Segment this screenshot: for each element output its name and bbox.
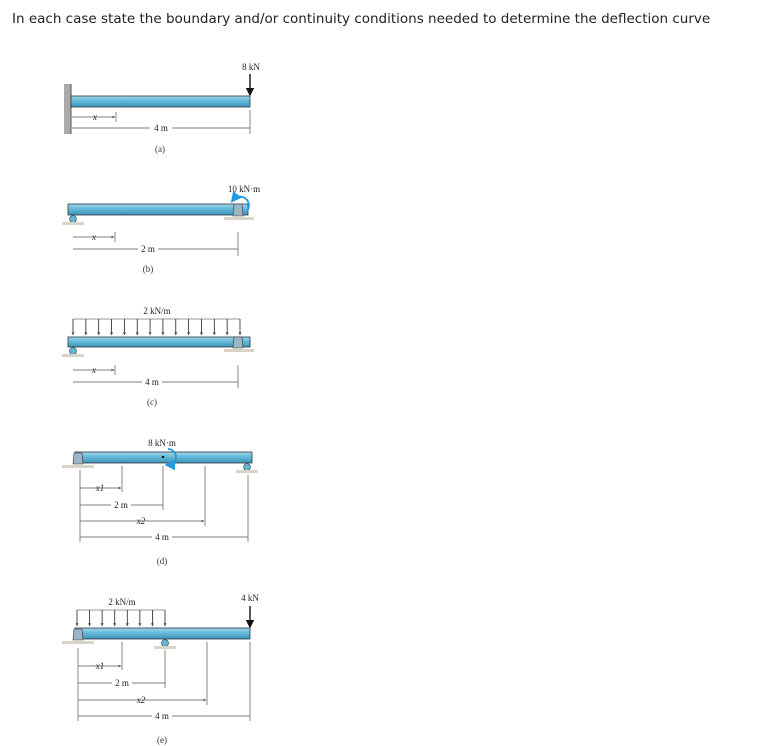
moment-arrow-icon: [164, 448, 177, 471]
dim-label: x1: [95, 483, 105, 493]
dim-label: x: [92, 112, 97, 122]
roller-support: [69, 347, 77, 355]
load-label: 10 kN·m: [228, 184, 260, 194]
beam: [67, 203, 249, 216]
distributed-load-arrows: [75, 610, 167, 627]
pin-support: [232, 203, 244, 217]
dim-label: 2 m: [141, 244, 155, 254]
figure-caption: (d): [157, 556, 168, 566]
beam: [67, 336, 251, 348]
dim-label: x: [91, 365, 96, 375]
figure-caption: (e): [157, 735, 167, 745]
load-label: 8 kN·m: [148, 438, 176, 448]
pin-support: [72, 628, 84, 641]
figure-d: 8 kN·m x1 2 m x2 4 m (d): [62, 438, 258, 566]
figure-a: 8 kN x 4 m (a): [64, 62, 260, 154]
question-text: In each case state the boundary and/or c…: [12, 11, 711, 27]
load-label: 2 kN/m: [108, 597, 135, 607]
load-label: 4 kN: [241, 593, 259, 603]
beam: [74, 627, 251, 640]
pin-support: [232, 336, 244, 349]
load-label: 8 kN: [242, 62, 260, 72]
figure-e: 2 kN/m 4 kN x1 2 m x2 4 m (e): [62, 593, 259, 745]
figure-c: 2 kN/m x 4 m (c): [62, 306, 254, 407]
dim-label: 4 m: [155, 711, 169, 721]
dim-label: 4 m: [145, 377, 159, 387]
load-label: 2 kN/m: [143, 306, 170, 316]
dim-label: 4 m: [154, 123, 168, 133]
figure-caption: (c): [147, 397, 157, 407]
pin-support: [72, 452, 84, 465]
moment-arrow-icon: [230, 191, 250, 212]
distributed-load-arrows: [71, 319, 242, 336]
beam: [70, 95, 251, 108]
roller-support: [161, 639, 169, 647]
figure-caption: (b): [143, 264, 154, 274]
dim-label: x2: [136, 516, 146, 526]
roller-support: [243, 463, 251, 471]
roller-support: [69, 215, 77, 223]
figure-caption: (a): [155, 144, 165, 154]
dim-label: x2: [136, 695, 146, 705]
dim-label: 2 m: [114, 500, 128, 510]
dim-label: x1: [95, 661, 105, 671]
dim-label: 2 m: [115, 678, 129, 688]
dim-label: 4 m: [155, 532, 169, 542]
figure-b: 10 kN·m x 2 m (b): [62, 184, 260, 274]
fixed-wall: [64, 84, 71, 134]
dim-label: x: [91, 232, 96, 242]
